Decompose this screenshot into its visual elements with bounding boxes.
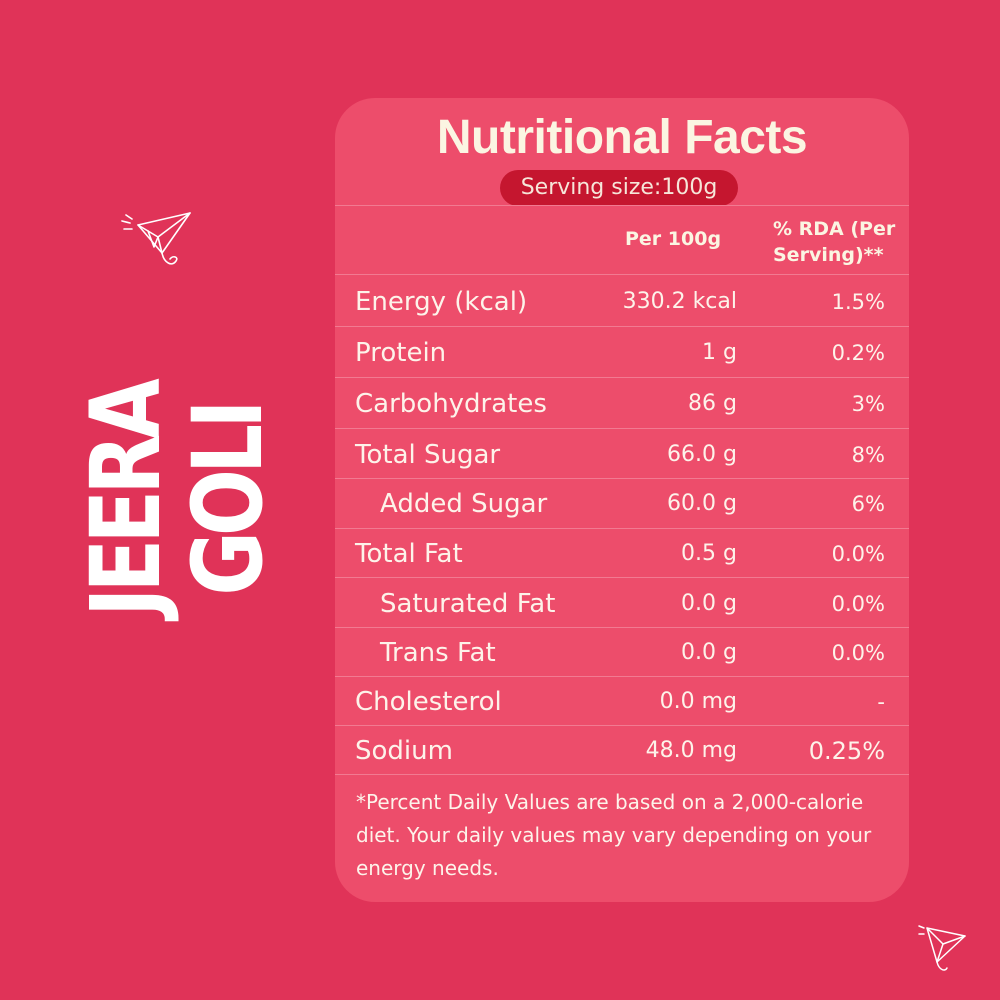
brand-line-jeera: JEERA (69, 382, 182, 617)
table-row: Trans Fat 0.0 g 0.0% (335, 628, 909, 678)
column-header-rda-line2: Serving)** (773, 244, 884, 266)
column-header-per100: Per 100g (625, 228, 722, 250)
brand-line-goli: GOLI (171, 403, 284, 596)
nutrient-name: Added Sugar (380, 489, 548, 519)
nutrient-name: Carbohydrates (355, 389, 547, 419)
rda-value: 0.0% (831, 641, 885, 665)
card-title: Nutritional Facts (436, 111, 808, 164)
divider (335, 627, 909, 628)
divider (335, 205, 909, 206)
nutrient-name: Sodium (355, 736, 453, 766)
divider (335, 274, 909, 275)
rda-value: 0.2% (831, 341, 885, 365)
nutrient-name: Trans Fat (380, 638, 496, 668)
rda-value: 0.25% (808, 737, 885, 765)
rda-value: 0.0% (831, 542, 885, 566)
footnote: *Percent Daily Values are based on a 2,0… (356, 790, 872, 880)
per100-value: 60.0 g (667, 491, 737, 516)
per100-value: 0.0 g (681, 591, 737, 616)
per100-value: 0.5 g (681, 541, 737, 566)
divider (335, 528, 909, 529)
divider (335, 377, 909, 378)
column-header-rda-line1: % RDA (Per (773, 218, 896, 240)
per100-value: 1 g (702, 340, 737, 365)
table-row: Total Sugar 66.0 g 8% (335, 430, 909, 480)
per100-value: 0.0 g (681, 640, 737, 665)
rda-value: - (877, 690, 885, 714)
divider (335, 326, 909, 327)
table-row: Saturated Fat 0.0 g 0.0% (335, 579, 909, 629)
table-row: Sodium 48.0 mg 0.25% (335, 726, 909, 776)
table-row: Protein 1 g 0.2% (335, 328, 909, 378)
divider (335, 676, 909, 677)
nutrient-name: Saturated Fat (380, 589, 556, 619)
nutrient-name: Total Fat (355, 539, 463, 569)
rda-value: 3% (851, 392, 885, 416)
table-row: Added Sugar 60.0 g 6% (335, 479, 909, 529)
divider (335, 725, 909, 726)
nutrient-name: Cholesterol (355, 687, 502, 717)
table-row: Energy (kcal) 330.2 kcal 1.5% (335, 277, 909, 327)
table-row: Total Fat 0.5 g 0.0% (335, 529, 909, 579)
nutrient-name: Energy (kcal) (355, 287, 528, 317)
rda-value: 6% (851, 492, 885, 516)
table-row: Cholesterol 0.0 mg - (335, 677, 909, 727)
rda-value: 8% (851, 443, 885, 467)
rda-value: 0.0% (831, 592, 885, 616)
per100-value: 0.0 mg (659, 689, 737, 714)
divider (335, 774, 909, 775)
per100-value: 48.0 mg (645, 738, 737, 763)
nutrient-name: Protein (355, 338, 447, 368)
serving-size-badge: Serving size:100g (500, 170, 738, 206)
divider (335, 428, 909, 429)
per100-value: 66.0 g (667, 442, 737, 467)
divider (335, 478, 909, 479)
brand-logo: JEERA GOLI (69, 372, 284, 627)
nutrient-name: Total Sugar (355, 440, 501, 470)
per100-value: 86 g (688, 391, 737, 416)
per100-value: 330.2 kcal (622, 289, 737, 314)
column-header-rda: % RDA (Per Serving)** (773, 216, 895, 268)
rda-value: 1.5% (831, 290, 885, 314)
paper-plane-icon (915, 918, 971, 974)
table-row: Carbohydrates 86 g 3% (335, 379, 909, 429)
divider (335, 577, 909, 578)
nutrition-card (335, 98, 909, 902)
paper-plane-icon (118, 207, 198, 273)
